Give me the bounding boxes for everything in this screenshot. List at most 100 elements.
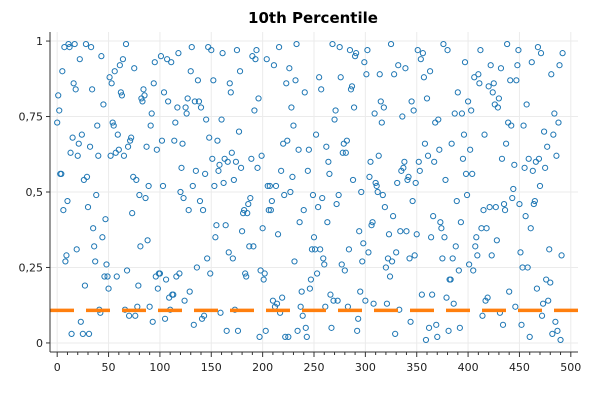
- data-point: [120, 152, 128, 159]
- data-point: [232, 158, 240, 165]
- data-point: [300, 207, 307, 214]
- data-point: [326, 170, 333, 177]
- data-point: [69, 134, 76, 141]
- data-point: [380, 104, 387, 111]
- data-point: [371, 110, 378, 117]
- data-point: [303, 333, 310, 341]
- data-point: [429, 291, 436, 298]
- data-point: [156, 270, 164, 277]
- data-point: [489, 89, 496, 96]
- data-point: [350, 104, 358, 111]
- data-point: [296, 219, 303, 226]
- data-point: [122, 40, 130, 48]
- data-point: [487, 62, 494, 69]
- data-point: [419, 50, 426, 57]
- data-point: [250, 243, 257, 250]
- data-point: [463, 191, 471, 199]
- data-point: [123, 267, 131, 274]
- data-point: [74, 152, 81, 159]
- data-point: [538, 312, 546, 319]
- data-point: [375, 152, 382, 159]
- data-point: [179, 140, 186, 147]
- data-point: [346, 47, 354, 54]
- data-point: [66, 43, 73, 51]
- data-point: [461, 59, 469, 66]
- data-point: [447, 276, 454, 283]
- data-point: [248, 155, 255, 162]
- data-point: [127, 137, 134, 144]
- data-point: [430, 213, 437, 220]
- data-point: [76, 56, 83, 63]
- data-point: [244, 210, 251, 217]
- x-tick-label: 200: [252, 361, 273, 374]
- data-point: [433, 321, 440, 328]
- data-point: [506, 288, 513, 295]
- data-point: [84, 203, 92, 211]
- data-point: [408, 98, 415, 105]
- data-point: [383, 300, 391, 307]
- data-point: [85, 330, 93, 337]
- data-point: [343, 137, 350, 144]
- data-point: [141, 92, 148, 99]
- data-point: [318, 86, 325, 93]
- data-point: [108, 80, 115, 87]
- data-point: [555, 119, 562, 126]
- data-point: [557, 336, 564, 344]
- data-point: [325, 158, 332, 165]
- data-point: [72, 86, 79, 93]
- data-point: [305, 146, 312, 153]
- data-point: [361, 59, 368, 66]
- data-point: [542, 164, 549, 171]
- data-point: [293, 40, 300, 48]
- data-point: [449, 255, 456, 262]
- data-point: [410, 107, 417, 114]
- data-point: [283, 80, 290, 87]
- axes: [46, 32, 578, 357]
- data-point: [478, 225, 485, 232]
- data-point: [160, 89, 168, 96]
- data-point: [432, 119, 439, 126]
- data-point: [313, 270, 321, 277]
- data-point: [285, 333, 292, 341]
- data-point: [470, 267, 477, 274]
- data-point: [436, 146, 443, 153]
- data-point: [475, 71, 482, 78]
- data-point: [148, 110, 155, 117]
- data-point: [406, 255, 413, 262]
- data-point: [505, 119, 512, 126]
- data-point: [192, 167, 199, 174]
- data-point: [136, 191, 143, 199]
- data-point: [440, 40, 447, 48]
- data-point: [360, 240, 367, 247]
- data-point: [385, 231, 393, 238]
- data-point: [416, 167, 423, 174]
- data-point: [309, 191, 317, 199]
- data-point: [357, 288, 364, 295]
- data-point: [151, 59, 158, 66]
- data-point: [139, 98, 146, 105]
- data-point: [526, 333, 533, 341]
- data-point: [178, 164, 185, 171]
- data-point: [510, 185, 517, 193]
- data-point: [299, 312, 306, 319]
- data-point: [257, 267, 264, 274]
- scatter-points: [54, 40, 566, 344]
- data-point: [204, 255, 211, 262]
- data-point: [144, 237, 151, 244]
- data-point: [100, 101, 107, 108]
- data-point: [378, 119, 385, 126]
- data-point: [203, 116, 210, 123]
- data-point: [551, 110, 558, 117]
- x-tick-label: 300: [355, 361, 376, 374]
- data-point: [185, 207, 192, 214]
- data-point: [153, 146, 160, 153]
- data-point: [516, 200, 523, 208]
- data-point: [495, 95, 503, 102]
- data-point: [320, 255, 327, 262]
- data-point: [116, 62, 123, 69]
- data-point: [62, 258, 69, 265]
- data-point: [184, 95, 191, 102]
- data-point: [234, 327, 242, 334]
- data-point: [356, 228, 363, 235]
